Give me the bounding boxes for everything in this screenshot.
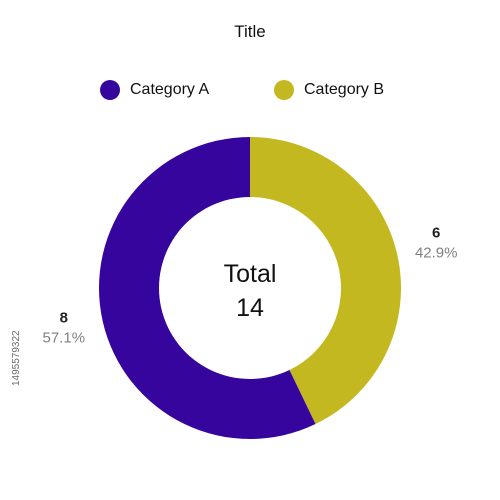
legend-label-category-b: Category B (304, 81, 385, 98)
chart-title: Title (234, 22, 266, 41)
legend-swatch-category-b (274, 80, 294, 100)
watermark-id: 1495579322 (0, 0, 22, 500)
legend: Category A Category B (0, 78, 500, 102)
legend-label-category-a: Category A (130, 81, 210, 98)
slice-category-b[interactable] (250, 137, 401, 425)
watermark-id-text: 1495579322 (11, 330, 22, 386)
percent-label-category-a: 57.1% (43, 330, 86, 347)
percent-label-category-b: 42.9% (415, 244, 458, 261)
legend-item-category-b[interactable]: Category B (274, 78, 384, 102)
slice-category-a[interactable] (98, 137, 316, 439)
legend-item-category-a[interactable]: Category A (100, 78, 209, 102)
center-total: 14 (236, 294, 264, 322)
legend-swatch-category-a (100, 80, 120, 100)
center-label: Total (224, 260, 277, 288)
value-label-category-a: 8 (60, 310, 68, 327)
value-label-category-b: 6 (432, 224, 440, 241)
